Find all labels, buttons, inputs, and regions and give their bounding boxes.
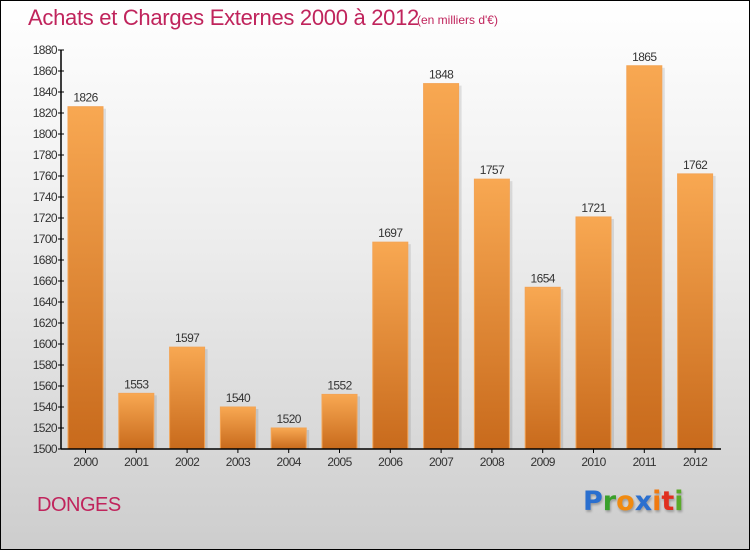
- x-tick-label-2011: 2011: [633, 455, 657, 469]
- y-tick-label: 1820: [33, 106, 58, 120]
- y-tick-label: 1700: [33, 232, 58, 246]
- logo-letter: t: [661, 486, 675, 517]
- value-label-2011: 1865: [632, 50, 657, 64]
- bar-2006: [372, 241, 409, 450]
- value-label-2005: 1552: [327, 378, 352, 392]
- logo-letter: i: [652, 486, 662, 517]
- x-tick-label-2004: 2004: [277, 455, 302, 469]
- value-label-2009: 1654: [531, 271, 556, 285]
- proxiti-logo[interactable]: Proxiti: [583, 486, 684, 517]
- y-tick-label: 1520: [33, 421, 58, 435]
- x-tick-label-2000: 2000: [73, 455, 98, 469]
- bar-2001: [118, 392, 155, 450]
- x-tick-label-2001: 2001: [124, 455, 149, 469]
- y-tick-label: 1540: [33, 400, 58, 414]
- bars-group: [67, 65, 716, 450]
- y-tick-label: 1860: [33, 64, 58, 78]
- x-tick-label-2006: 2006: [378, 455, 403, 469]
- x-tick-label-2007: 2007: [429, 455, 454, 469]
- value-label-2006: 1697: [378, 226, 403, 240]
- value-label-2003: 1540: [226, 391, 251, 405]
- bar-2005: [321, 393, 358, 450]
- y-tick-label: 1800: [33, 127, 58, 141]
- y-tick-label: 1620: [33, 316, 58, 330]
- bar-2004: [270, 427, 307, 450]
- bar-2009: [524, 286, 561, 450]
- bar-2002: [169, 346, 206, 450]
- x-axis: 2000 2001 2002 2003 2004 2005 2006 2007 2008 2009…: [61, 448, 721, 469]
- x-tick-label-2005: 2005: [327, 455, 352, 469]
- y-tick-label: 1840: [33, 85, 58, 99]
- logo-letter: o: [616, 486, 635, 517]
- y-axis: 1500 1520 1540 1560 1580 1600 1620 1640 1660 1680…: [33, 43, 64, 456]
- value-label-2007: 1848: [429, 68, 454, 82]
- y-tick-label: 1720: [33, 211, 58, 225]
- value-labels-group: 1826 1553 1597 1540 1520 1552 1697 1848 1757 1654…: [73, 50, 708, 426]
- y-tick-label: 1640: [33, 295, 58, 309]
- bar-2011: [626, 65, 663, 450]
- bar-2012: [677, 173, 714, 450]
- value-label-2002: 1597: [175, 331, 200, 345]
- bar-2008: [473, 178, 510, 450]
- x-tick-label-2010: 2010: [581, 455, 606, 469]
- y-tick-label: 1500: [33, 442, 58, 456]
- y-tick-label: 1880: [33, 43, 58, 57]
- y-tick-label: 1780: [33, 148, 58, 162]
- x-tick-label-2009: 2009: [531, 455, 556, 469]
- bar-2000: [67, 106, 104, 450]
- y-tick-label: 1600: [33, 337, 58, 351]
- chart-subtitle: (en milliers d'€): [417, 13, 498, 27]
- bar-2007: [423, 83, 460, 450]
- y-tick-label: 1560: [33, 379, 58, 393]
- value-label-2010: 1721: [581, 201, 606, 215]
- value-label-2004: 1520: [277, 412, 302, 426]
- value-label-2008: 1757: [480, 163, 505, 177]
- y-tick-label: 1740: [33, 190, 58, 204]
- logo-letter: i: [674, 486, 684, 517]
- y-tick-label: 1760: [33, 169, 58, 183]
- y-tick-label: 1580: [33, 358, 58, 372]
- x-tick-label-2012: 2012: [683, 455, 708, 469]
- y-tick-label: 1680: [33, 253, 58, 267]
- commune-name: DONGES: [37, 494, 121, 516]
- value-label-2001: 1553: [124, 377, 149, 391]
- y-tick-label: 1660: [33, 274, 58, 288]
- bar-2003: [219, 406, 256, 450]
- value-label-2012: 1762: [683, 158, 708, 172]
- value-label-2000: 1826: [73, 91, 98, 105]
- x-tick-label-2002: 2002: [175, 455, 200, 469]
- x-tick-label-2003: 2003: [226, 455, 251, 469]
- logo-letter: x: [634, 486, 653, 517]
- logo-letter: r: [602, 486, 617, 517]
- chart-title: Achats et Charges Externes 2000 à 2012: [28, 5, 419, 30]
- logo-letter: P: [583, 486, 603, 517]
- bar-2010: [575, 216, 612, 450]
- x-tick-label-2008: 2008: [480, 455, 505, 469]
